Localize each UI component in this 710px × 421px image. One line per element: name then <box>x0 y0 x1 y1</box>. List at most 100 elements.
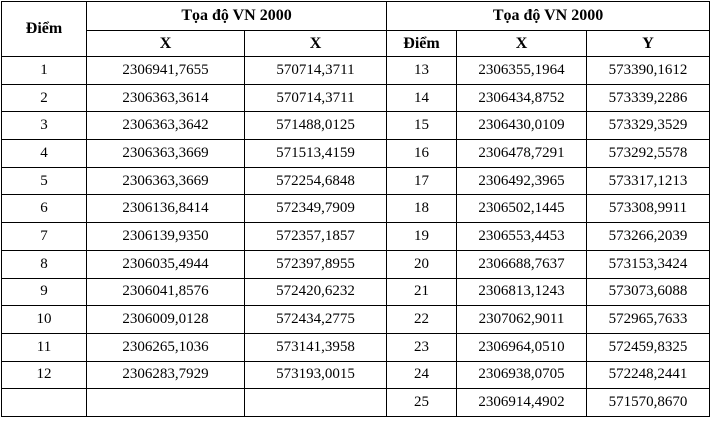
table-cell: 11 <box>1 332 87 362</box>
table-row: 25 2306914,4902 571570,8670 <box>1 388 710 417</box>
table-cell: 10 <box>1 305 87 334</box>
table-cell: 573308,9911 <box>586 194 710 224</box>
table-cell: 2306434,8752 <box>456 83 588 113</box>
table-cell: 25 <box>386 388 458 417</box>
table-cell: 2306139,9350 <box>86 222 245 251</box>
table-cell: 8 <box>1 249 87 279</box>
header-cell: Tọa độ VN 2000 <box>386 1 710 31</box>
table-cell: 2306502,1445 <box>456 194 588 224</box>
table-cell: 24 <box>386 360 458 390</box>
table-cell: 19 <box>386 222 458 251</box>
header-cell: Tọa độ VN 2000 <box>85 1 388 31</box>
table-cell: 15 <box>386 111 458 141</box>
table-cell: 2306813,1243 <box>456 277 588 307</box>
header-row: Điểm Tọa độ VN 2000 Tọa độ VN 2000 <box>1 1 710 57</box>
table-cell: 2306478,7291 <box>456 139 588 168</box>
table-cell: 572397,8955 <box>243 249 388 279</box>
header-cell: X <box>243 30 388 57</box>
table-cell: 20 <box>386 249 458 279</box>
table-cell: 13 <box>386 56 458 85</box>
table-cell: 572357,1857 <box>243 222 388 251</box>
header-cell: Y <box>586 30 710 57</box>
table-cell: 14 <box>386 83 458 113</box>
header-cell: Điểm <box>386 30 458 57</box>
table-cell: 572248,2441 <box>586 360 710 390</box>
table-row: 4 2306363,3669 571513,4159 16 2306478,7291 57… <box>1 139 710 168</box>
table-cell: 572434,2775 <box>243 305 388 334</box>
table-cell: 21 <box>386 277 458 307</box>
table-cell: 2306363,3669 <box>86 139 245 168</box>
table-cell: 9 <box>1 277 87 307</box>
table-cell: 573329,3529 <box>586 111 710 141</box>
table-cell <box>1 388 87 417</box>
table-cell: 2306283,7929 <box>86 360 245 390</box>
table-body: 1 2306941,7655 570714,3711 13 2306355,1964 57… <box>1 56 710 417</box>
table-cell: 12 <box>1 360 87 390</box>
table-cell <box>86 388 245 417</box>
table-cell: 573390,1612 <box>586 56 710 85</box>
table-cell: 2306355,1964 <box>456 56 588 85</box>
table-cell: 2306492,3965 <box>456 166 588 196</box>
table-cell: 17 <box>386 166 458 196</box>
table-row: 12 2306283,7929 573193,0015 24 2306938,0705 5… <box>1 360 710 390</box>
table-cell: 2306265,1036 <box>86 332 245 362</box>
table-cell: 2306009,0128 <box>86 305 245 334</box>
table-cell: 23 <box>386 332 458 362</box>
table-row: 10 2306009,0128 572434,2775 22 2307062,9011 5… <box>1 305 710 334</box>
header-cell: Điểm <box>1 1 87 57</box>
table-cell: 3 <box>1 111 87 141</box>
table-cell: 18 <box>386 194 458 224</box>
table-row: 7 2306139,9350 572357,1857 19 2306553,4453 57… <box>1 222 710 251</box>
table-cell: 570714,3711 <box>243 83 388 113</box>
table-cell: 1 <box>1 56 87 85</box>
table-cell: 6 <box>1 194 87 224</box>
table-row: 6 2306136,8414 572349,7909 18 2306502,1445 57… <box>1 194 710 224</box>
table-cell: 16 <box>386 139 458 168</box>
table-cell: 571513,4159 <box>243 139 388 168</box>
table-cell: 572420,6232 <box>243 277 388 307</box>
table-cell: 573193,0015 <box>243 360 388 390</box>
table-cell: 2307062,9011 <box>456 305 588 334</box>
table-cell: 2306553,4453 <box>456 222 588 251</box>
table-row: 11 2306265,1036 573141,3958 23 2306964,0510 5… <box>1 332 710 362</box>
table-cell: 571488,0125 <box>243 111 388 141</box>
table-cell: 573073,6088 <box>586 277 710 307</box>
table-row: 8 2306035,4944 572397,8955 20 2306688,7637 57… <box>1 249 710 279</box>
table-row: 3 2306363,3642 571488,0125 15 2306430,0109 57… <box>1 111 710 141</box>
table-cell: 2306914,4902 <box>456 388 588 417</box>
table-cell: 2306430,0109 <box>456 111 588 141</box>
table-row: 9 2306041,8576 572420,6232 21 2306813,1243 57… <box>1 277 710 307</box>
table-cell: 573292,5578 <box>586 139 710 168</box>
table-cell: 571570,8670 <box>586 388 710 417</box>
table-cell: 2306136,8414 <box>86 194 245 224</box>
table-cell: 2306041,8576 <box>86 277 245 307</box>
table-cell: 570714,3711 <box>243 56 388 85</box>
table-cell <box>243 388 388 417</box>
table-cell: 572254,6848 <box>243 166 388 196</box>
table-cell: 2306938,0705 <box>456 360 588 390</box>
table-row: 5 2306363,3669 572254,6848 17 2306492,3965 57… <box>1 166 710 196</box>
table-cell: 572965,7633 <box>586 305 710 334</box>
table-cell: 573266,2039 <box>586 222 710 251</box>
table-cell: 2 <box>1 83 87 113</box>
table-cell: 5 <box>1 166 87 196</box>
table-cell: 2306941,7655 <box>86 56 245 85</box>
header-row: X X Điểm X Y <box>2 30 710 57</box>
table-cell: 573317,1213 <box>586 166 710 196</box>
table-cell: 2306964,0510 <box>456 332 588 362</box>
table-cell: 573339,2286 <box>586 83 710 113</box>
table-cell: 572349,7909 <box>243 194 388 224</box>
table-cell: 2306035,4944 <box>86 249 245 279</box>
table-row: 1 2306941,7655 570714,3711 13 2306355,1964 57… <box>1 56 710 85</box>
table-cell: 573141,3958 <box>243 332 388 362</box>
table-cell: 2306363,3669 <box>86 166 245 196</box>
table-cell: 7 <box>1 222 87 251</box>
header-cell: X <box>86 30 245 57</box>
table-cell: 22 <box>386 305 458 334</box>
table-cell: 572459,8325 <box>586 332 710 362</box>
table-cell: 2306688,7637 <box>456 249 588 279</box>
table-row: 2 2306363,3614 570714,3711 14 2306434,8752 57… <box>1 83 710 113</box>
table-cell: 2306363,3642 <box>86 111 245 141</box>
